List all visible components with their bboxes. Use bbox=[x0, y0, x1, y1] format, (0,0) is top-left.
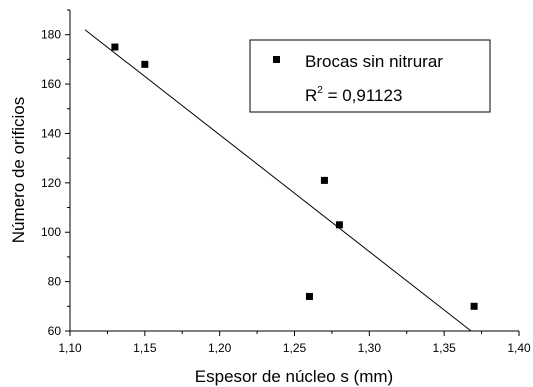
data-points bbox=[111, 43, 478, 310]
x-tick-label: 1,35 bbox=[432, 341, 456, 355]
data-point bbox=[320, 176, 328, 184]
y-tick-label: 80 bbox=[48, 275, 62, 289]
r-squared-annotation: R2 = 0,91123 bbox=[305, 85, 402, 105]
r-squared-exponent: 2 bbox=[317, 85, 323, 96]
data-point bbox=[111, 43, 119, 51]
linear-fit-line bbox=[84, 29, 472, 332]
data-point bbox=[470, 302, 478, 310]
data-point bbox=[335, 221, 343, 229]
x-tick-label: 1,25 bbox=[283, 341, 307, 355]
y-tick-label: 100 bbox=[41, 225, 61, 239]
y-tick-label: 120 bbox=[41, 176, 61, 190]
y-tick-label: 160 bbox=[41, 77, 61, 91]
x-tick-label: 1,20 bbox=[208, 341, 232, 355]
x-axis-ticks: 1,10 1,15 1,20 1,25 1,30 1,35 1,40 bbox=[58, 331, 531, 355]
y-tick-label: 140 bbox=[41, 126, 61, 140]
legend: Brocas sin nitrurar R2 = 0,91123 bbox=[249, 39, 491, 113]
y-axis-title: Número de orificios bbox=[9, 97, 28, 243]
legend-box bbox=[249, 39, 491, 113]
legend-marker-square bbox=[273, 56, 280, 63]
data-point bbox=[305, 292, 313, 300]
data-point bbox=[141, 60, 149, 68]
fit-line-group bbox=[84, 29, 472, 332]
x-axis-title: Espesor de núcleo s (mm) bbox=[195, 367, 393, 386]
y-axis-ticks: 60 80 100 120 140 160 180 bbox=[41, 9, 70, 338]
x-tick-label: 1,10 bbox=[58, 341, 82, 355]
r-squared-value: = 0,91123 bbox=[323, 86, 403, 105]
x-tick-label: 1,30 bbox=[358, 341, 382, 355]
r-squared-r: R bbox=[305, 86, 317, 105]
legend-series-label: Brocas sin nitrurar bbox=[305, 52, 443, 71]
x-tick-label: 1,40 bbox=[507, 341, 531, 355]
y-tick-label: 60 bbox=[48, 324, 62, 338]
x-tick-label: 1,15 bbox=[133, 341, 157, 355]
y-tick-label: 180 bbox=[41, 28, 61, 42]
